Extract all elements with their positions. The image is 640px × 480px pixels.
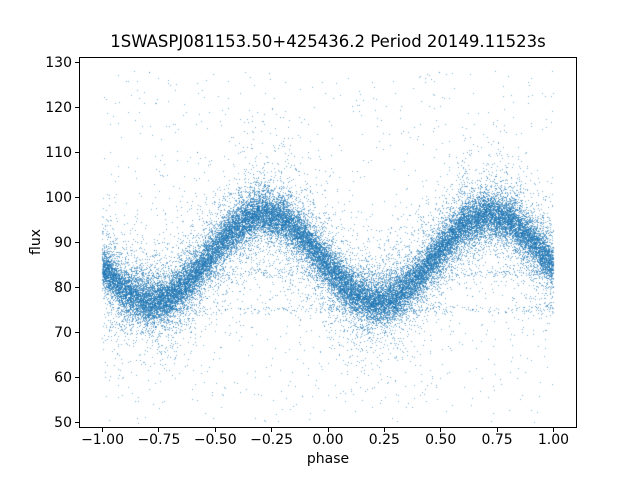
x-tick-mark <box>158 428 160 432</box>
y-tick-label: 50 <box>54 414 72 431</box>
plot-area <box>79 57 577 428</box>
y-tick-label: 120 <box>45 99 72 116</box>
x-tick-mark <box>214 428 216 432</box>
x-tick-label: −0.75 <box>137 432 181 448</box>
y-tick-mark <box>75 62 79 63</box>
y-tick-mark <box>75 242 79 243</box>
x-tick-mark <box>271 428 273 432</box>
x-tick-mark <box>496 428 498 432</box>
x-axis-label: phase <box>306 451 350 467</box>
y-tick-label: 60 <box>54 369 72 386</box>
y-tick-mark <box>75 197 79 198</box>
x-tick-label: −1.00 <box>81 432 124 448</box>
x-tick-label: 0.00 <box>312 432 344 448</box>
chart-title: 1SWASPJ081153.50+425436.2 Period 20149.1… <box>110 32 546 51</box>
x-tick-label: 0.50 <box>425 432 457 448</box>
y-tick-mark <box>75 332 79 333</box>
y-tick-label: 100 <box>45 189 72 206</box>
x-tick-mark <box>383 428 385 432</box>
scatter-points-canvas <box>80 58 576 427</box>
x-tick-mark <box>102 428 104 432</box>
y-tick-mark <box>75 377 79 378</box>
x-tick-label: 0.75 <box>481 432 513 448</box>
x-tick-label: −0.25 <box>250 432 294 448</box>
y-tick-label: 90 <box>54 234 72 251</box>
x-tick-mark <box>552 428 554 432</box>
y-tick-label: 80 <box>54 279 72 296</box>
x-tick-label: 1.00 <box>537 432 570 448</box>
y-tick-mark <box>75 287 79 288</box>
y-tick-label: 70 <box>54 324 72 341</box>
x-tick-label: −0.50 <box>193 432 237 448</box>
y-tick-label: 130 <box>45 54 72 71</box>
y-tick-mark <box>75 422 79 423</box>
x-tick-mark <box>327 428 329 432</box>
y-tick-mark <box>75 152 79 153</box>
x-tick-mark <box>440 428 442 432</box>
y-tick-label: 110 <box>45 144 72 161</box>
x-tick-label: 0.25 <box>368 432 400 448</box>
y-tick-mark <box>75 107 79 108</box>
